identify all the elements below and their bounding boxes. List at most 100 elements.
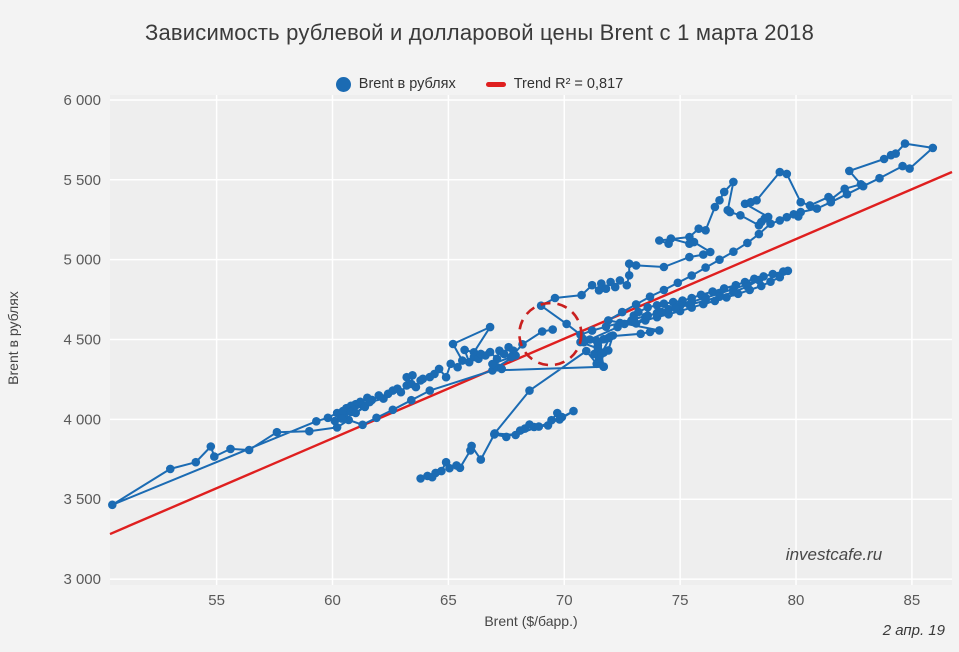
data-point[interactable] <box>511 430 520 440</box>
data-point[interactable] <box>736 211 745 220</box>
data-point[interactable] <box>351 408 361 418</box>
data-point[interactable] <box>425 386 435 395</box>
data-point[interactable] <box>664 304 673 314</box>
data-point[interactable] <box>659 285 669 295</box>
data-point[interactable] <box>631 261 641 270</box>
data-point[interactable] <box>652 301 662 310</box>
data-point[interactable] <box>763 212 773 222</box>
data-point[interactable] <box>754 229 764 239</box>
data-point[interactable] <box>694 224 703 233</box>
data-point[interactable] <box>434 364 444 374</box>
data-point[interactable] <box>743 238 752 248</box>
data-point[interactable] <box>476 455 486 464</box>
data-point[interactable] <box>448 339 458 349</box>
data-point[interactable] <box>766 277 775 287</box>
data-point[interactable] <box>525 386 534 395</box>
data-point[interactable] <box>488 359 497 369</box>
data-point[interactable] <box>634 307 643 317</box>
data-point[interactable] <box>458 356 467 365</box>
data-point[interactable] <box>722 293 731 302</box>
data-point[interactable] <box>685 300 694 310</box>
data-point[interactable] <box>928 143 938 153</box>
data-point[interactable] <box>685 252 694 262</box>
data-point[interactable] <box>226 444 235 454</box>
data-point[interactable] <box>455 463 465 473</box>
data-point[interactable] <box>506 352 516 362</box>
data-point[interactable] <box>643 311 652 320</box>
data-point[interactable] <box>729 177 738 187</box>
data-point[interactable] <box>775 272 785 282</box>
data-point[interactable] <box>358 420 367 430</box>
data-point[interactable] <box>408 371 417 380</box>
data-point[interactable] <box>701 296 710 305</box>
data-point[interactable] <box>427 472 437 482</box>
data-point[interactable] <box>826 197 836 207</box>
data-point[interactable] <box>643 303 652 312</box>
data-point[interactable] <box>604 346 613 355</box>
data-point[interactable] <box>898 161 907 171</box>
data-point[interactable] <box>547 415 556 425</box>
data-point[interactable] <box>108 500 117 510</box>
data-point[interactable] <box>673 278 683 288</box>
data-point[interactable] <box>582 346 591 356</box>
data-point[interactable] <box>636 329 645 339</box>
data-point[interactable] <box>337 414 347 423</box>
data-point[interactable] <box>610 282 620 292</box>
data-point[interactable] <box>645 327 655 337</box>
data-point[interactable] <box>842 189 852 199</box>
data-point[interactable] <box>657 307 666 317</box>
legend-item-series[interactable]: Brent в рублях <box>335 76 456 92</box>
data-point[interactable] <box>754 275 764 285</box>
legend-item-trend[interactable]: Trend R² = 0,817 <box>485 76 623 92</box>
data-point[interactable] <box>845 166 854 176</box>
data-point[interactable] <box>537 327 547 336</box>
data-point[interactable] <box>659 262 669 272</box>
data-point[interactable] <box>502 432 511 442</box>
data-point[interactable] <box>407 395 416 405</box>
data-point[interactable] <box>577 290 586 300</box>
data-point[interactable] <box>330 416 340 426</box>
data-point[interactable] <box>685 239 694 248</box>
data-point[interactable] <box>388 405 398 415</box>
data-point[interactable] <box>624 259 634 269</box>
data-point[interactable] <box>499 349 509 359</box>
data-point[interactable] <box>775 167 785 177</box>
data-point[interactable] <box>782 212 792 222</box>
data-point[interactable] <box>775 216 785 225</box>
data-point[interactable] <box>783 266 793 276</box>
data-point[interactable] <box>812 204 822 213</box>
data-point[interactable] <box>191 457 201 467</box>
data-point[interactable] <box>206 442 216 451</box>
data-point[interactable] <box>485 347 495 357</box>
data-point[interactable] <box>453 362 462 372</box>
data-point[interactable] <box>789 210 798 219</box>
data-point[interactable] <box>624 271 634 280</box>
data-point[interactable] <box>617 307 627 317</box>
data-point[interactable] <box>587 326 597 335</box>
data-point[interactable] <box>879 154 889 164</box>
data-point[interactable] <box>900 139 910 148</box>
data-point[interactable] <box>622 280 632 290</box>
data-point[interactable] <box>210 452 219 461</box>
data-point[interactable] <box>534 422 544 431</box>
data-point[interactable] <box>805 201 815 210</box>
data-point[interactable] <box>411 382 421 392</box>
data-point[interactable] <box>766 219 775 228</box>
data-point[interactable] <box>645 292 655 302</box>
data-point[interactable] <box>446 359 456 369</box>
data-point[interactable] <box>701 263 710 272</box>
data-point[interactable] <box>699 250 708 259</box>
data-point[interactable] <box>445 463 454 473</box>
data-point[interactable] <box>725 207 735 217</box>
data-point[interactable] <box>655 236 664 245</box>
data-point[interactable] <box>729 247 738 256</box>
data-point[interactable] <box>550 293 560 303</box>
data-point[interactable] <box>467 441 476 451</box>
data-point[interactable] <box>615 318 625 328</box>
data-point[interactable] <box>416 474 425 483</box>
data-point[interactable] <box>485 322 495 332</box>
data-point[interactable] <box>166 464 175 474</box>
data-point[interactable] <box>569 406 578 416</box>
data-point[interactable] <box>631 300 641 309</box>
data-point[interactable] <box>323 413 333 423</box>
